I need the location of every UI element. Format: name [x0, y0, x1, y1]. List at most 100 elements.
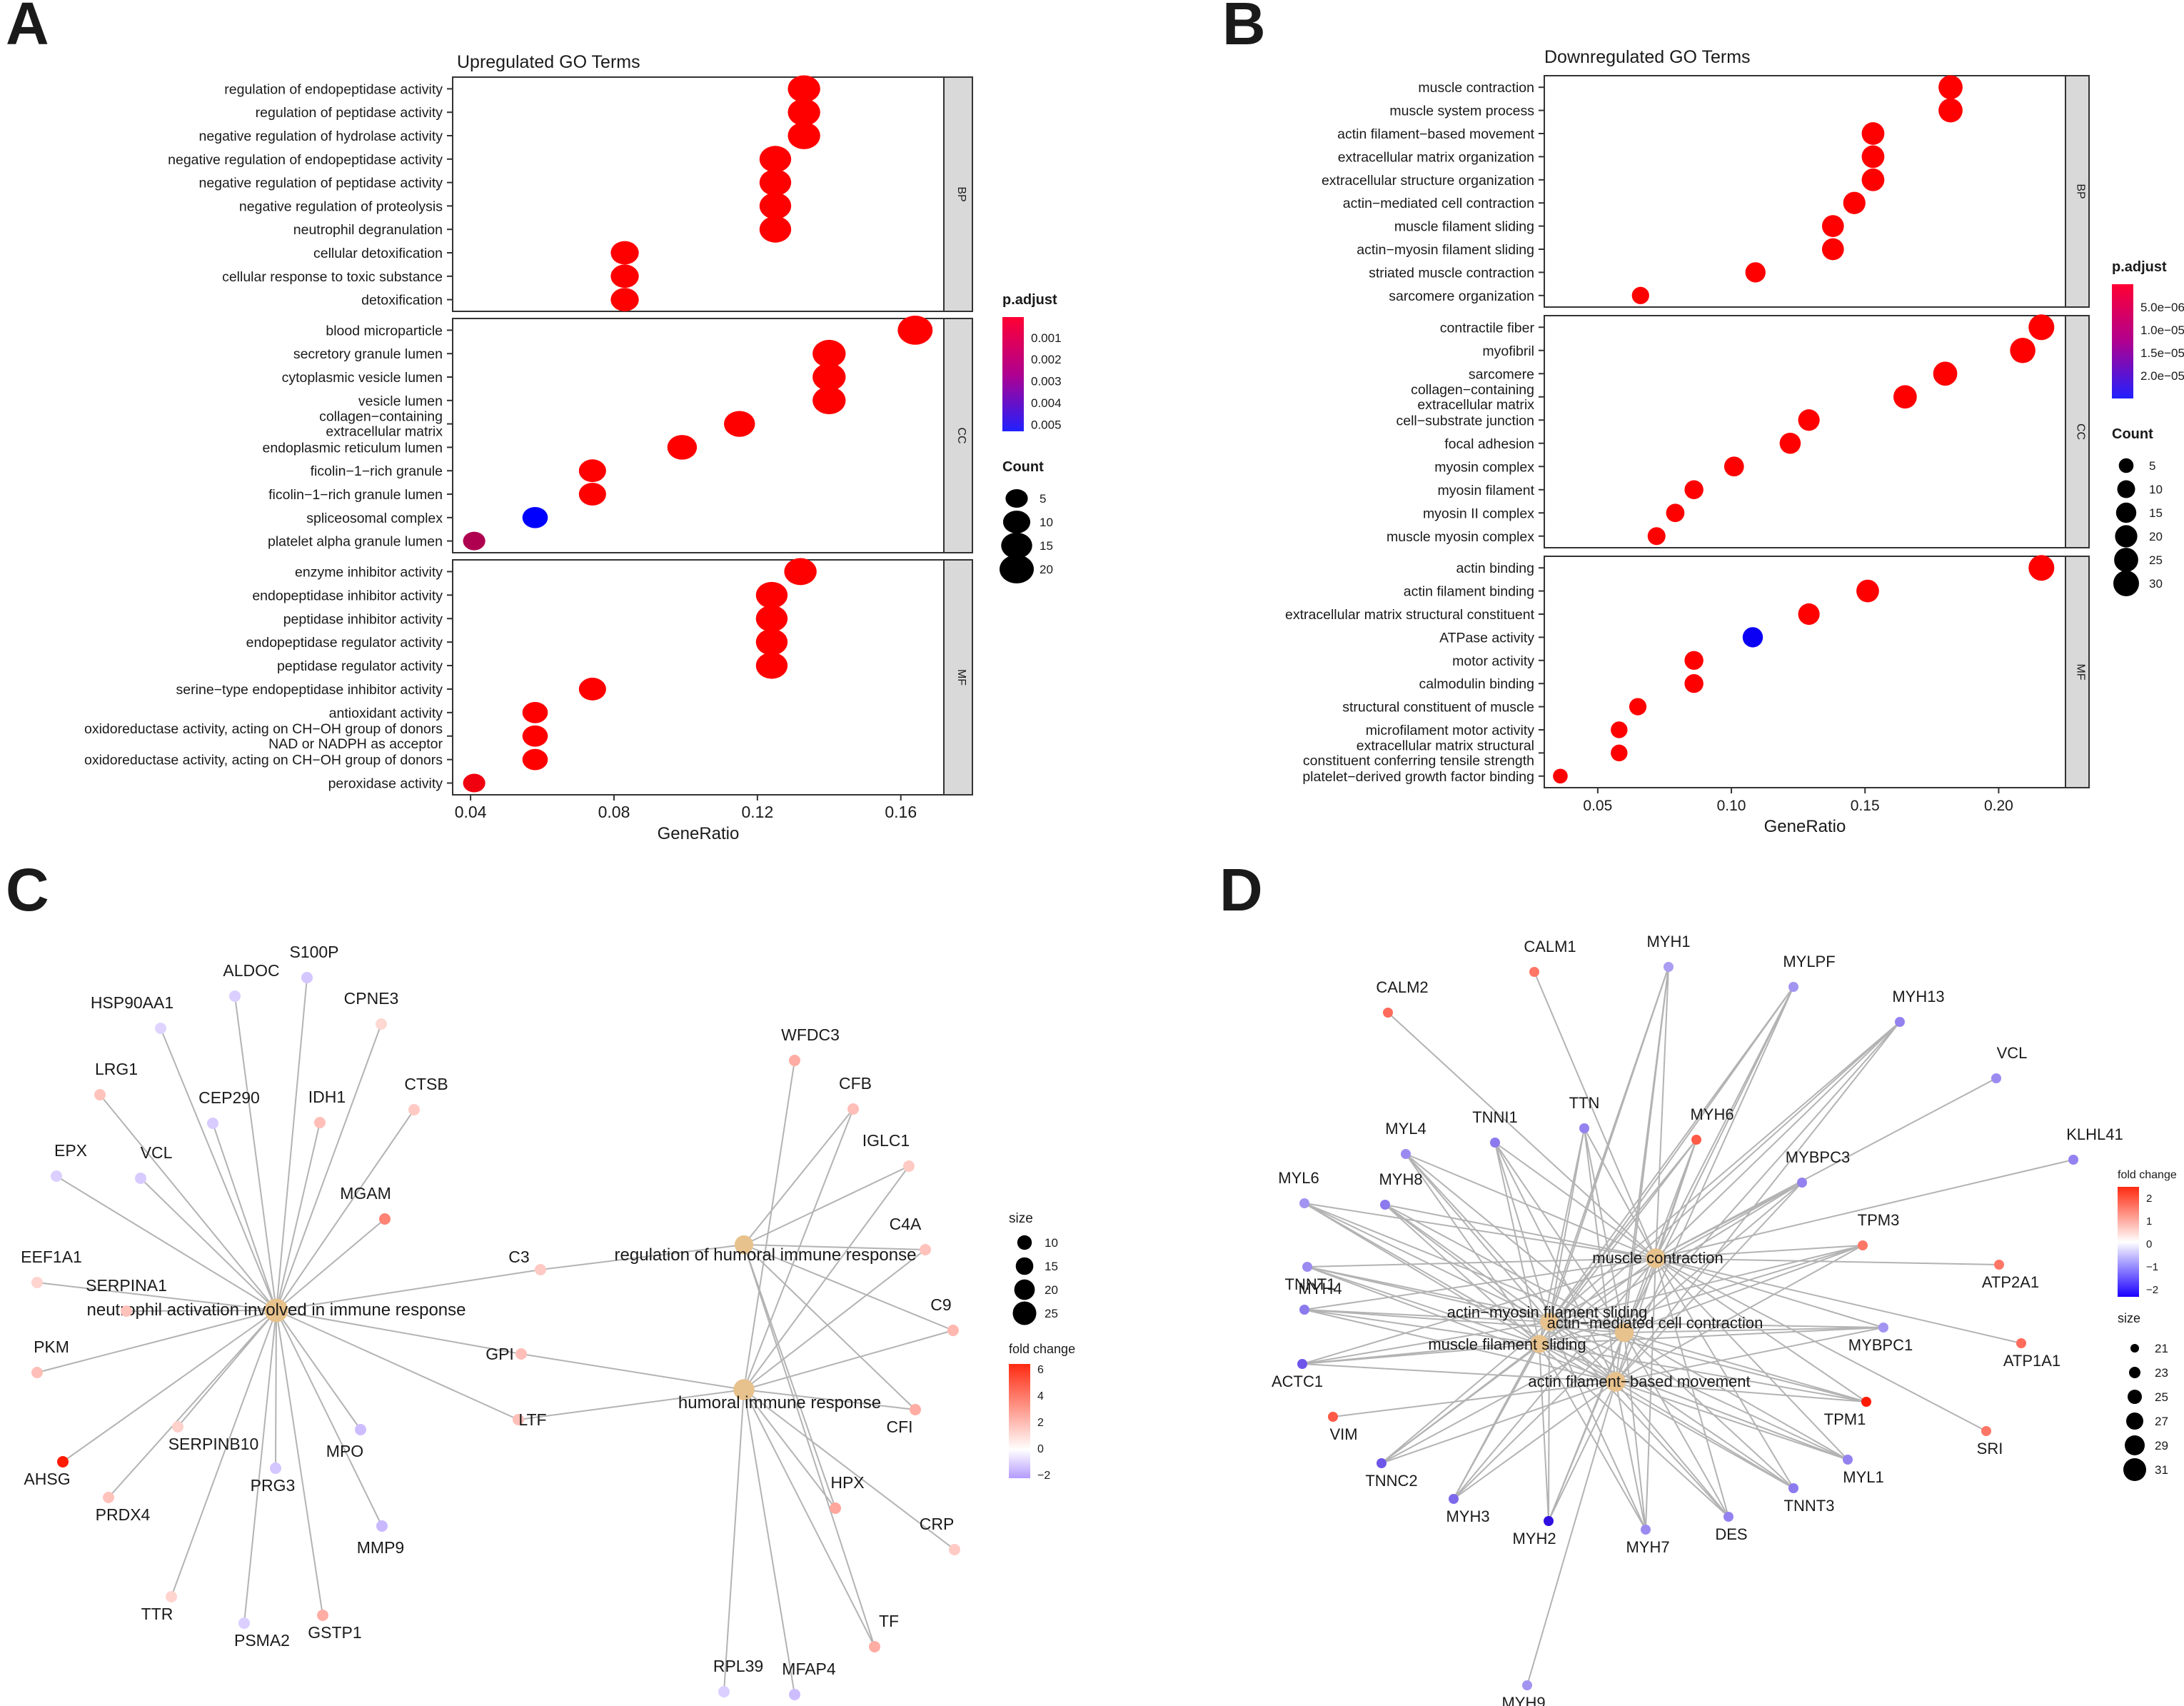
edge [1549, 986, 1794, 1323]
gene-node [789, 1689, 800, 1700]
data-point [578, 483, 606, 506]
gene-node [1788, 982, 1798, 992]
gene-label: MYL1 [1843, 1468, 1883, 1486]
y-tick-label: structural constituent of muscle [1342, 700, 1534, 716]
gene-label: SERPINB10 [168, 1435, 259, 1453]
facet-strip-label: MF [2075, 663, 2087, 680]
gene-node [1788, 1483, 1798, 1493]
gene-node [301, 972, 313, 983]
gene-label: CALM1 [1524, 938, 1576, 955]
edge [1615, 1381, 1646, 1530]
gene-node [135, 1173, 146, 1184]
edge [743, 1389, 916, 1410]
edge [1381, 1381, 1616, 1464]
edge [1549, 1321, 1884, 1328]
legend-size-title: size [2118, 1311, 2140, 1325]
gene-node [1797, 1178, 1807, 1188]
legend-count-label: 10 [1040, 516, 1053, 529]
data-point [2028, 314, 2055, 341]
data-point [1938, 75, 1963, 100]
gene-label: CALM2 [1376, 978, 1428, 996]
gene-node [830, 1502, 841, 1514]
data-point [578, 678, 606, 701]
y-tick-label: extracellular matrix structural [1357, 738, 1534, 753]
data-point [1611, 721, 1628, 738]
edge [276, 1310, 323, 1616]
panel-letter-B: B [1222, 0, 1266, 57]
data-point [1666, 503, 1685, 523]
legend-count-symbol [2113, 571, 2139, 596]
gene-label: LRG1 [95, 1060, 138, 1078]
edge [276, 1269, 541, 1311]
gene-label: C3 [508, 1248, 529, 1266]
data-point [578, 459, 606, 483]
gene-node [903, 1160, 915, 1172]
legend-size-symbol [2130, 1344, 2139, 1353]
y-tick-label: regulation of endopeptidase activity [224, 81, 443, 97]
facet-strip [943, 559, 973, 796]
edge [1624, 1332, 1867, 1403]
edge [1549, 1321, 1848, 1460]
legend-count-title: Count [2112, 426, 2153, 442]
edge [1655, 1258, 1729, 1517]
edge [1584, 1128, 1625, 1333]
gene-label: WFDC3 [781, 1025, 840, 1044]
legend-fc-label: 6 [1037, 1364, 1044, 1376]
y-tick-label: secretory granule lumen [293, 346, 443, 362]
legend-fc-bar [1009, 1364, 1030, 1478]
edge [1539, 1343, 1729, 1517]
data-point [1684, 673, 1704, 693]
y-tick-label: microfilament motor activity [1366, 723, 1534, 738]
edge [36, 1310, 277, 1373]
gene-label: GSTP1 [308, 1623, 361, 1642]
gene-node [31, 1367, 43, 1378]
edge [520, 1353, 745, 1390]
y-tick-label: platelet alpha granule lumen [268, 534, 443, 550]
y-tick-label: cellular detoxification [313, 246, 443, 261]
x-tick-label: 0.15 [1851, 798, 1880, 814]
data-point [1861, 145, 1885, 169]
y-tick-label: actin−myosin filament sliding [1357, 242, 1534, 258]
edge [1655, 1182, 1803, 1259]
legend-size-symbol [1012, 1301, 1037, 1325]
facet-frame [452, 76, 945, 312]
edge [1307, 1266, 1540, 1345]
gene-label: KLHL41 [2066, 1125, 2123, 1143]
edge [1405, 1153, 1550, 1323]
y-tick-label: extracellular matrix [1417, 397, 1534, 413]
data-point [1821, 215, 1844, 237]
gene-label: HPX [830, 1473, 864, 1492]
edge [1549, 1321, 1729, 1517]
gene-node [1522, 1680, 1532, 1690]
data-point [610, 264, 639, 288]
legend-size-label: 23 [2155, 1366, 2168, 1380]
legend-count-symbol [2115, 502, 2137, 523]
edge [1302, 1258, 1656, 1365]
data-point [1742, 627, 1763, 648]
legend-count-symbol [2114, 548, 2138, 572]
gene-node [789, 1055, 800, 1066]
edge [540, 1244, 745, 1270]
edge [276, 1310, 519, 1420]
edge [108, 1310, 277, 1498]
y-tick-label: negative regulation of endopeptidase act… [168, 152, 443, 168]
x-tick-label: 0.12 [741, 803, 773, 821]
y-tick-label: negative regulation of hydrolase activit… [199, 129, 443, 144]
edge [1405, 1153, 1540, 1345]
panel-letter-A: A [6, 0, 49, 57]
edge [1539, 1343, 1549, 1522]
legend-fc-label: −1 [2146, 1261, 2158, 1273]
gene-label: DES [1715, 1525, 1747, 1543]
edge [1655, 1258, 2000, 1265]
x-tick-label: 0.08 [598, 803, 630, 821]
edge [160, 1028, 277, 1311]
facet-strip-label: CC [2075, 423, 2087, 440]
edge [1307, 1258, 1656, 1268]
gene-label: MYH4 [1298, 1280, 1342, 1298]
edge [743, 1108, 854, 1390]
data-point [1629, 698, 1647, 716]
gene-node [1895, 1017, 1905, 1027]
facet-frame [1544, 315, 2066, 548]
edge [140, 1178, 277, 1311]
